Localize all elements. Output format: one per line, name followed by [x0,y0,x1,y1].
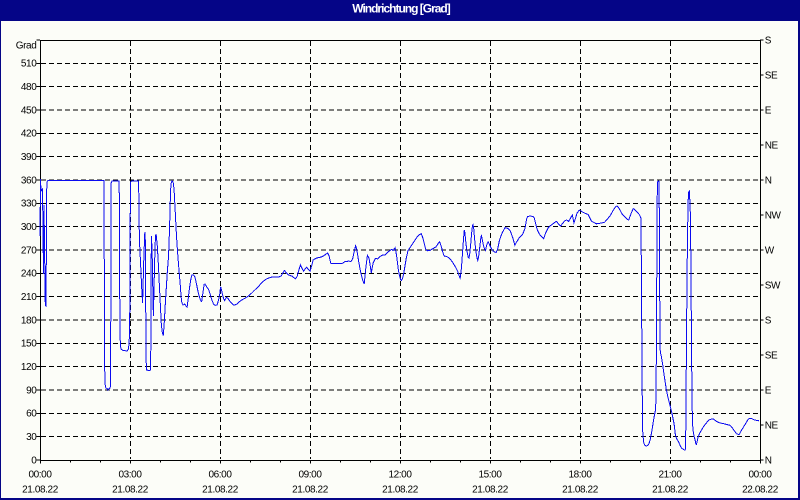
svg-text:21:00: 21:00 [658,470,682,481]
svg-text:03:00: 03:00 [118,470,142,481]
svg-text:12:00: 12:00 [388,470,412,481]
svg-text:SE: SE [765,71,778,82]
svg-text:S: S [765,36,772,47]
svg-text:18:00: 18:00 [568,470,592,481]
svg-text:15:00: 15:00 [478,470,502,481]
svg-text:E: E [765,386,772,397]
svg-text:180: 180 [21,315,37,326]
svg-text:210: 210 [21,292,37,303]
svg-text:120: 120 [21,362,37,373]
svg-text:390: 390 [21,152,37,163]
svg-text:21.08.22: 21.08.22 [382,485,419,496]
svg-text:Grad: Grad [16,40,37,51]
svg-text:N: N [765,176,772,187]
svg-text:Windrichtung [Grad]: Windrichtung [Grad] [352,2,451,16]
svg-text:21.08.22: 21.08.22 [112,485,149,496]
svg-text:420: 420 [21,129,37,140]
svg-text:W: W [765,246,775,257]
svg-text:240: 240 [21,269,37,280]
svg-text:21.08.22: 21.08.22 [202,485,239,496]
svg-text:06:00: 06:00 [208,470,232,481]
svg-text:21.08.22: 21.08.22 [652,485,689,496]
svg-text:330: 330 [21,199,37,210]
svg-text:S: S [765,316,772,327]
svg-text:90: 90 [26,385,37,396]
svg-text:SE: SE [765,351,778,362]
svg-text:21.08.22: 21.08.22 [292,485,329,496]
svg-text:21.08.22: 21.08.22 [472,485,509,496]
svg-text:00:00: 00:00 [748,470,772,481]
svg-text:510: 510 [21,59,37,70]
svg-text:270: 270 [21,245,37,256]
svg-text:N: N [765,456,772,467]
svg-text:0: 0 [31,455,37,466]
svg-text:SW: SW [765,281,781,292]
svg-text:E: E [765,106,772,117]
svg-text:30: 30 [26,432,37,443]
svg-text:NW: NW [765,211,782,222]
svg-text:60: 60 [26,409,37,420]
svg-text:21.08.22: 21.08.22 [562,485,599,496]
svg-text:150: 150 [21,339,37,350]
svg-text:22.08.22: 22.08.22 [742,485,779,496]
svg-text:NE: NE [765,421,779,432]
svg-text:300: 300 [21,222,37,233]
svg-text:21.08.22: 21.08.22 [22,485,59,496]
svg-text:09:00: 09:00 [298,470,322,481]
svg-text:450: 450 [21,105,37,116]
svg-text:360: 360 [21,175,37,186]
svg-text:480: 480 [21,82,37,93]
svg-text:NE: NE [765,141,779,152]
svg-text:00:00: 00:00 [28,470,52,481]
